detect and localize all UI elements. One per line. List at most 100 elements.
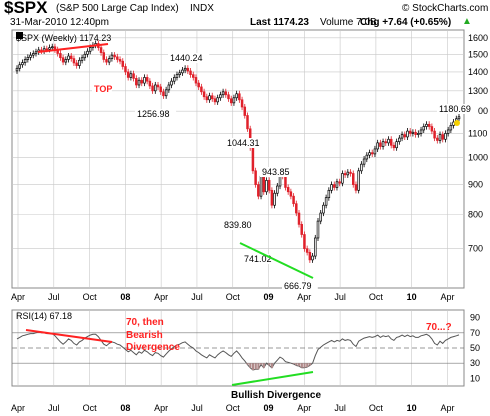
price-candle [360, 163, 363, 172]
price-candle [457, 116, 461, 120]
price-x-tick-label: Apr [154, 292, 168, 302]
price-candle [107, 58, 111, 63]
brand-logo[interactable]: © StockCharts.com [402, 3, 489, 14]
price-candle [297, 212, 301, 225]
rsi-oversold-fill [295, 363, 298, 366]
price-x-tick-label: Apr [297, 292, 311, 302]
price-candle [32, 53, 35, 56]
price-candle [411, 131, 415, 134]
price-candle [365, 154, 369, 160]
price-candle [257, 184, 260, 197]
price-candle [78, 59, 81, 66]
price-candle [229, 98, 233, 104]
price-candle [259, 175, 263, 197]
price-x-tick-label: Oct [369, 292, 384, 302]
rsi-question-label: 70...? [426, 322, 452, 333]
rsi-bullish-label-bg [228, 388, 338, 400]
price-candle [305, 248, 309, 253]
rsi-oversold-fill [308, 363, 312, 366]
price-candle [308, 252, 312, 261]
price-candle [327, 189, 331, 199]
price-candle [232, 97, 236, 104]
price-y-tick-label: 1000 [468, 153, 488, 163]
rsi-oversold-fill [300, 363, 303, 368]
price-y-tick-label: 1100 [468, 128, 487, 138]
price-candle [159, 86, 162, 93]
price-candle [26, 57, 30, 60]
low-839-label: 839.80 [224, 220, 252, 230]
price-candle [251, 147, 255, 172]
price-candle [126, 71, 130, 78]
price-x-tick-label: Jul [191, 292, 203, 302]
price-candle [202, 91, 206, 98]
price-candle [116, 56, 119, 60]
price-y-tick-label: 700 [468, 244, 483, 254]
price-x-tick-label: 09 [264, 292, 274, 302]
price-candle [419, 129, 423, 134]
low-1256-label-bg [135, 109, 177, 119]
price-candle [137, 79, 141, 86]
rsi-x-tick-label: 08 [120, 403, 130, 413]
price-legend: $SPX (Weekly) 1174.23 [16, 33, 111, 43]
price-candle [379, 142, 382, 147]
rsi-x-tick-label: Jul [334, 403, 346, 413]
price-y-tick-label: 1300 [468, 86, 488, 96]
price-candle [273, 192, 276, 206]
price-candle [124, 66, 127, 73]
price-candle [129, 73, 133, 78]
level-943-label: 943.85 [262, 167, 290, 177]
level-1044-label-bg [225, 138, 267, 148]
rsi-bullish-label: Bullish Divergence [231, 390, 321, 401]
price-candle [148, 80, 152, 87]
price-candle [387, 138, 390, 144]
change: Chg +7.64 (+0.65%) [360, 17, 452, 28]
rsi-x-tick-label: 09 [264, 403, 274, 413]
price-candle [267, 180, 271, 191]
rsi-line [16, 331, 460, 371]
price-candle [343, 173, 347, 176]
price-candle [330, 184, 333, 191]
rsi-oversold-fill [257, 363, 260, 370]
price-candle [194, 77, 198, 84]
price-candle [357, 170, 360, 191]
price-candle [392, 144, 396, 149]
price-candle [436, 137, 439, 141]
price-candle [389, 138, 393, 146]
price-candle [324, 197, 328, 206]
price-candle [303, 234, 306, 250]
price-candle [235, 93, 238, 99]
price-candle [286, 187, 290, 193]
rsi-x-tick-label: Oct [83, 403, 98, 413]
price-candle [351, 173, 355, 185]
price-candle [189, 70, 192, 76]
low-666-label: 666.79 [284, 281, 312, 291]
price-candle [362, 158, 366, 165]
low-741-label-bg [242, 254, 278, 264]
price-candle [156, 84, 160, 88]
price-candle [417, 133, 420, 135]
price-candle [183, 67, 187, 71]
level-943-label-bg [260, 167, 296, 177]
price-candle [162, 91, 165, 97]
price-candle [197, 82, 200, 88]
low-839-label-bg [222, 220, 258, 230]
price-candle [316, 220, 320, 239]
price-candle [349, 171, 352, 174]
price-candle [265, 180, 268, 193]
price-candle [69, 55, 73, 59]
rsi-oversold-fill [306, 363, 309, 367]
price-x-tick-label: Oct [83, 292, 98, 302]
rsi-oversold-fill [292, 363, 295, 364]
price-candle [205, 96, 209, 101]
price-y-tick-label: 900 [468, 180, 483, 190]
price-candle [441, 134, 444, 140]
rsi-bearish-label-1: 70, then [126, 317, 164, 328]
price-candle [284, 175, 287, 188]
price-candle [346, 171, 350, 176]
price-y-tick-label: 800 [468, 210, 483, 220]
rsi-x-tick-label: Apr [440, 403, 454, 413]
price-candle [262, 175, 266, 193]
price-candle [186, 67, 190, 72]
price-candle [110, 54, 114, 59]
rsi-oversold-fill [246, 363, 249, 365]
